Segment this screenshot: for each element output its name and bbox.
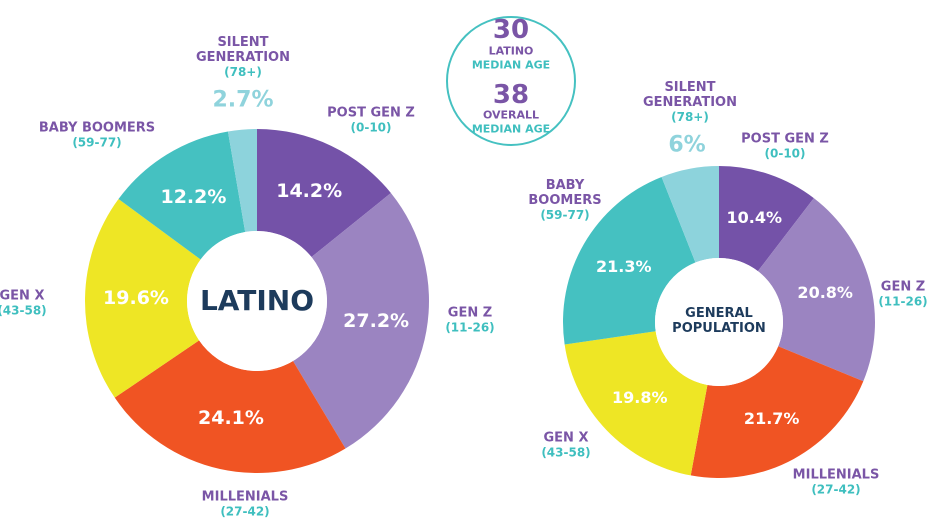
donut-segment (661, 166, 719, 263)
donut-segment (293, 193, 430, 449)
value-label: 19.8% (612, 388, 668, 408)
donut-segment (757, 198, 876, 382)
category-label: GEN X (43-58) (0, 288, 52, 319)
category-label: BABY BOOMERS (59-77) (525, 178, 605, 223)
donut-segment (564, 331, 708, 476)
value-label: 14.2% (276, 179, 343, 202)
category-label: MILLENIALS (27-42) (776, 467, 896, 498)
category-label: BABY BOOMERS (59-77) (17, 120, 177, 151)
value-label: 12.2% (160, 186, 227, 209)
donut-segment (118, 131, 246, 260)
badge-number: 38 (492, 80, 530, 110)
category-name: GEN X (0, 288, 45, 304)
value-label: 6% (668, 132, 706, 158)
category-name: MILLENIALS (201, 489, 289, 505)
age-range: (0-10) (350, 120, 392, 135)
category-name: SILENT GENERATION (642, 80, 737, 111)
category-name: SILENT GENERATION (195, 35, 290, 66)
category-name: GEN X (543, 430, 589, 446)
badge-sublabel: MEDIAN AGE (471, 122, 551, 136)
value-label: 2.7% (212, 87, 274, 113)
age-range: (43-58) (0, 303, 47, 318)
age-range: (59-77) (72, 135, 122, 150)
center-label: GENERAL POPULATION (672, 306, 766, 336)
badge-number: 30 (492, 15, 530, 45)
age-range: (27-42) (811, 482, 861, 497)
category-label: SILENT GENERATION (78+) (183, 35, 303, 80)
category-name: GEN Z (880, 279, 926, 295)
value-label: 20.8% (797, 283, 853, 303)
age-range: (78+) (224, 65, 262, 80)
category-name: GEN Z (447, 305, 493, 321)
category-label: GEN Z (11-26) (430, 305, 510, 336)
badge-label: LATINO (488, 44, 534, 58)
badge-label: OVERALL (482, 108, 540, 122)
value-label: 21.3% (596, 256, 652, 276)
donut-segment (719, 166, 814, 272)
donut-segment (563, 176, 696, 345)
donut-hole (655, 258, 783, 386)
category-name: BABY BOOMERS (38, 120, 156, 136)
category-label: POST GEN Z (0-10) (311, 105, 431, 136)
age-range: (11-26) (878, 294, 928, 309)
category-label: POST GEN Z (0-10) (730, 131, 840, 162)
age-range: (27-42) (220, 504, 270, 519)
value-label: 27.2% (343, 310, 410, 333)
category-label: GEN Z (11-26) (873, 279, 930, 310)
age-range: (78+) (671, 110, 709, 125)
value-label: 10.4% (726, 207, 783, 227)
donut-segment (690, 346, 864, 478)
center-label: LATINO (199, 283, 315, 317)
badge-sublabel: MEDIAN AGE (471, 58, 551, 72)
category-name: MILLENIALS (792, 467, 880, 483)
donut-segment (84, 199, 201, 398)
donut-segment (114, 340, 346, 473)
age-range: (0-10) (764, 146, 806, 161)
donut-segment (227, 129, 257, 233)
category-name: POST GEN Z (741, 131, 829, 147)
badge-circle (446, 16, 576, 146)
age-range: (11-26) (445, 320, 495, 335)
category-name: BABY BOOMERS (528, 178, 602, 209)
value-label: 21.7% (743, 408, 800, 428)
category-label: MILLENIALS (27-42) (175, 489, 315, 520)
category-label: SILENT GENERATION (78+) (635, 80, 745, 125)
category-name: POST GEN Z (327, 105, 415, 121)
age-range: (43-58) (541, 445, 591, 460)
value-label: 24.1% (198, 407, 264, 430)
category-label: GEN X (43-58) (531, 430, 601, 461)
donut-hole (187, 231, 327, 371)
value-label: 19.6% (103, 286, 169, 309)
donut-segment (257, 129, 391, 258)
age-range: (59-77) (540, 208, 590, 223)
